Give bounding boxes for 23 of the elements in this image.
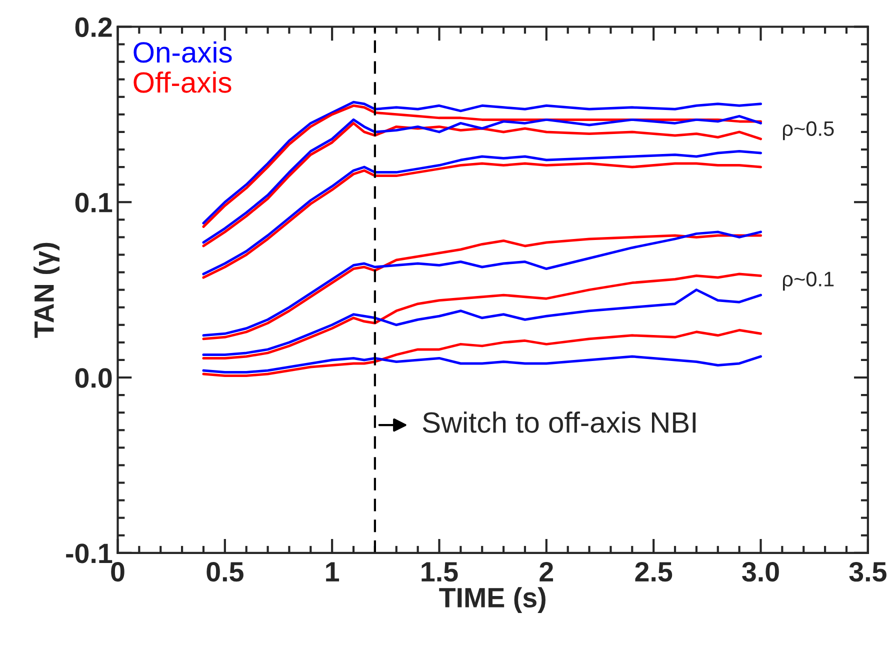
text: Off-axis [134, 71, 232, 93]
line-series [202, 272, 762, 360]
y-tick-label: 0.0 [75, 368, 112, 388]
x-tick-label: 3.0 [742, 562, 779, 582]
x-tick-label: 1 [326, 562, 340, 582]
annotation: Switch to off-axis NBI [422, 411, 696, 433]
y-tick-label: 0.1 [75, 192, 112, 212]
x-tick-label: 0.5 [206, 562, 244, 582]
line-series [202, 288, 762, 356]
x-tick-label: 2 [540, 562, 554, 582]
y-tick-label: -0.1 [66, 544, 112, 564]
text: On-axis [134, 41, 232, 63]
x-tick-label: 0 [111, 562, 124, 582]
annotation: ρ~0.5 [782, 121, 834, 140]
annotation: ρ~0.1 [782, 272, 834, 291]
x-tick-label: 2.5 [635, 562, 672, 582]
line-series [202, 328, 762, 378]
x-tick-label: 1.5 [422, 562, 458, 582]
line-series [202, 355, 762, 374]
y-tick-label: 0.2 [75, 17, 112, 38]
y-axis-title: TAN (γ) [34, 242, 60, 338]
x-axis-title: TIME (s) [439, 587, 546, 614]
x-tick-label: 3.5 [849, 562, 886, 582]
